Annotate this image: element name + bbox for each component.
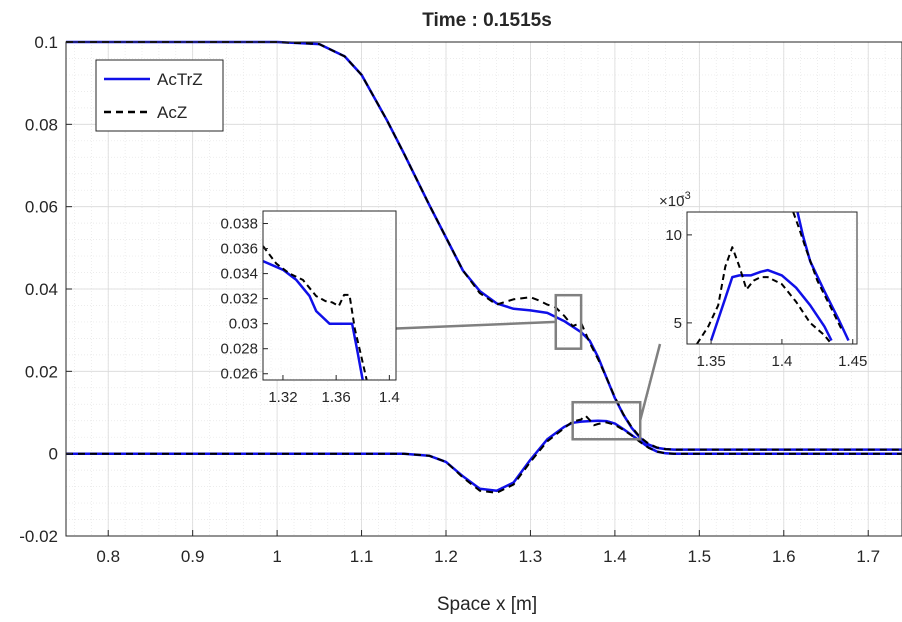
series-line-acz [66, 414, 902, 494]
inset-exponent-power: -3 [681, 190, 691, 202]
x-tick-label: 1 [272, 547, 281, 566]
x-tick-label: 1.4 [603, 547, 627, 566]
inset-series-line-actrz [709, 268, 833, 342]
inset-y-tick-label: 0.026 [220, 366, 258, 383]
inset-right: 1.35 1.4 1.45 10 5 ×10-3 [659, 190, 867, 370]
y-tick-label: 0 [49, 445, 58, 464]
y-tick-label: 0.06 [25, 198, 58, 217]
inset-lines [696, 212, 850, 344]
x-axis-label: Space x [m] [437, 594, 537, 615]
inset-y-tick-label: 0.038 [220, 216, 258, 233]
inset-x-tick-label: 1.32 [268, 389, 297, 406]
inset-y-tick-label: 0.036 [220, 241, 258, 258]
y-tick-label: 0.02 [25, 362, 58, 381]
inset-y-tick-label: 10 [665, 227, 682, 244]
inset-x-tick-label: 1.4 [771, 353, 792, 370]
inset-series-line-acz [696, 246, 833, 344]
chart-title: Time : 0.1515s [422, 10, 552, 31]
y-tick-label: 0.1 [34, 33, 58, 52]
inset-y-tick-label: 5 [674, 315, 682, 332]
inset-series-line-actrz [796, 212, 850, 342]
x-tick-label: 1.6 [772, 547, 796, 566]
y-tick-label: -0.02 [19, 527, 58, 546]
inset-y-tick-label: 0.028 [220, 341, 258, 358]
x-tick-label: 1.7 [856, 547, 880, 566]
y-tick-label: 0.08 [25, 115, 58, 134]
x-tick-label: 0.8 [96, 547, 120, 566]
legend-label-actrz: AcTrZ [157, 70, 203, 89]
x-tick-label: 1.3 [519, 547, 543, 566]
inset-x-tick-label: 1.35 [696, 353, 725, 370]
zoom-indicators [395, 293, 662, 441]
legend-label-acz: AcZ [157, 103, 187, 122]
inset-x-tick-label: 1.36 [322, 389, 351, 406]
x-tick-label: 0.9 [181, 547, 205, 566]
zoom-box [571, 400, 642, 441]
legend-box [95, 59, 224, 132]
inset-y-tick-label: 0.03 [229, 316, 258, 333]
inset-frame [262, 210, 397, 381]
inset-frame [686, 211, 858, 345]
inset-background [687, 212, 857, 344]
inset-y-tick-label: 0.034 [220, 266, 258, 283]
y-axis-ticks: -0.02 0 0.02 0.04 0.06 0.08 0.1 [19, 33, 72, 546]
inset-series-line-acz [263, 245, 368, 380]
x-tick-label: 1.2 [434, 547, 458, 566]
inset-left: 1.32 1.36 1.4 0.038 0.036 0.034 0.032 0.03 0.028… [220, 210, 400, 406]
x-axis-ticks: 0.8 0.9 1 1.1 1.2 1.3 1.4 1.5 1.6 1.7 [96, 530, 880, 566]
y-tick-label: 0.04 [25, 280, 58, 299]
inset-lines [263, 245, 368, 380]
series-line-actrz [66, 419, 902, 492]
zoom-connector [639, 343, 662, 421]
inset-background [263, 211, 396, 380]
legend: AcTrZ AcZ [95, 59, 224, 132]
inset-y-tick-label: 0.032 [220, 291, 258, 308]
inset-x-tick-label: 1.4 [379, 389, 400, 406]
x-tick-label: 1.1 [350, 547, 374, 566]
zoom-box [554, 293, 583, 350]
inset-series-line-acz [792, 212, 844, 333]
x-tick-label: 1.5 [688, 547, 712, 566]
inset-x-tick-label: 1.45 [838, 353, 867, 370]
inset-series-line-actrz [263, 259, 365, 380]
inset-exponent-label: ×10 [659, 193, 684, 210]
zoom-connector [395, 320, 556, 330]
